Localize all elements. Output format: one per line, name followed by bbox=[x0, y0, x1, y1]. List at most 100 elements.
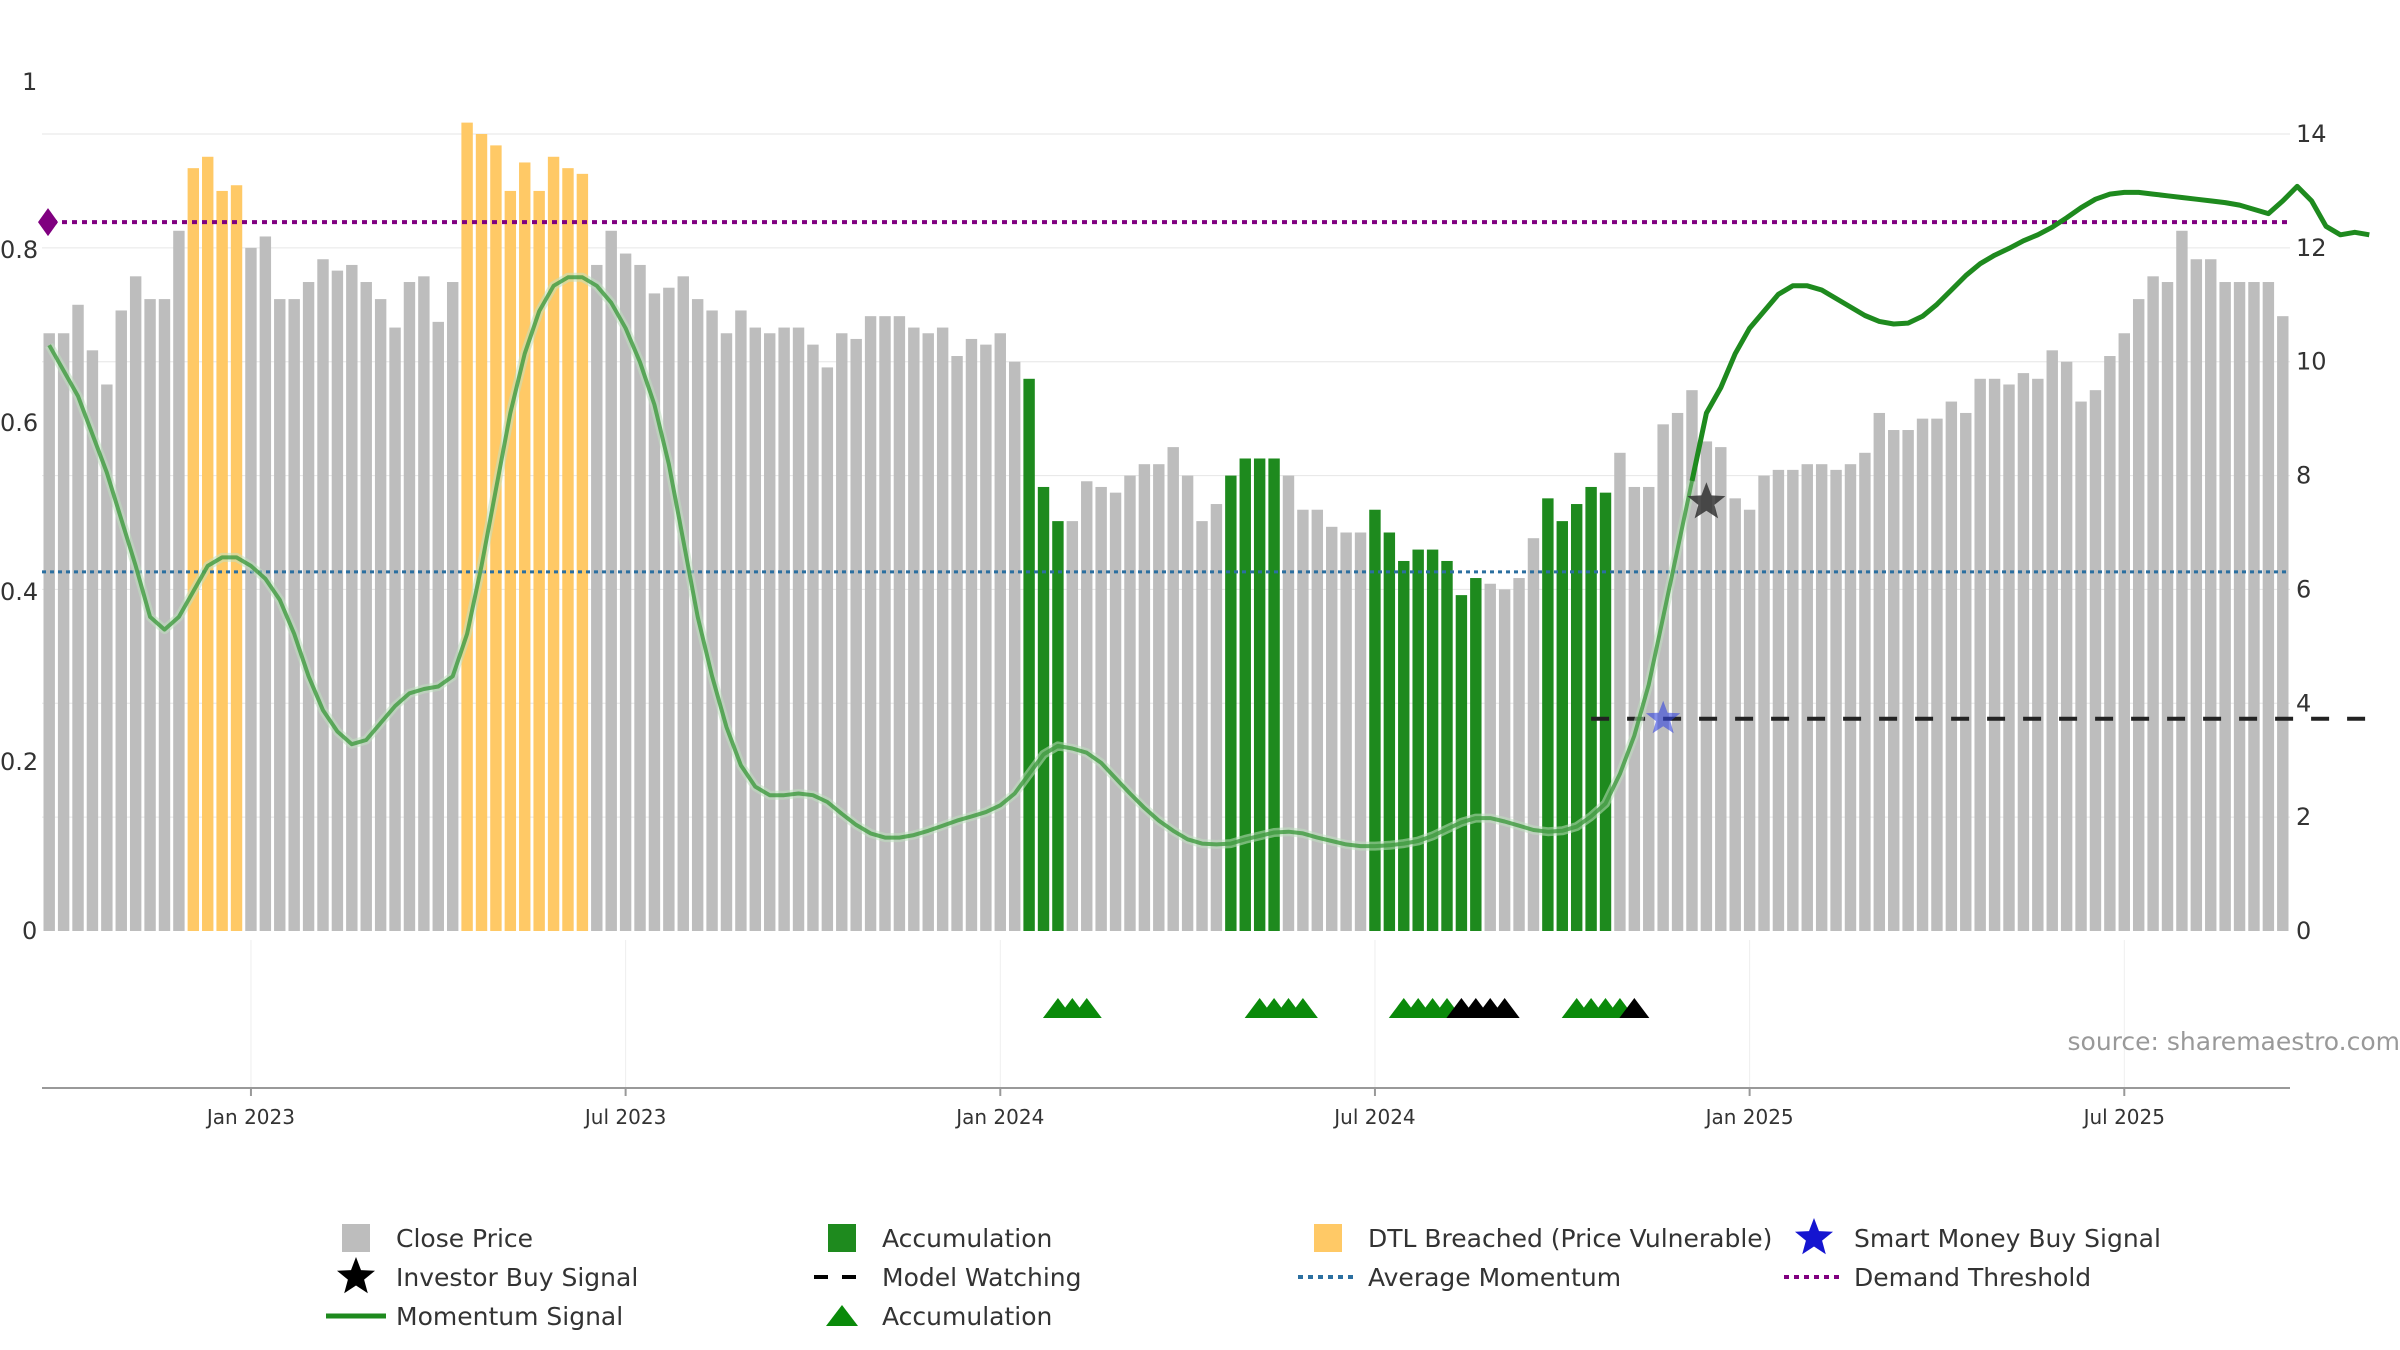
bar-close bbox=[1095, 486, 1107, 931]
legend-label: DTL Breached (Price Vulnerable) bbox=[1368, 1224, 1772, 1253]
bar-close bbox=[2089, 390, 2102, 931]
bar-close bbox=[1081, 481, 1093, 931]
bar-accumulation bbox=[1383, 532, 1396, 931]
bar-close bbox=[57, 333, 70, 931]
bar-dtl bbox=[475, 134, 488, 931]
bar-close bbox=[418, 276, 430, 932]
bar-close bbox=[1916, 418, 1929, 932]
bar-dtl bbox=[533, 190, 545, 931]
accumulation-triangles bbox=[1042, 998, 1650, 1018]
momentum-signal-line-early bbox=[47, 275, 1694, 849]
bar-close bbox=[158, 299, 171, 931]
bar-close bbox=[1715, 447, 1727, 931]
bar-close bbox=[43, 333, 55, 931]
legend-label: Accumulation bbox=[882, 1302, 1052, 1331]
bar-close bbox=[2219, 282, 2231, 931]
bar-close bbox=[2003, 384, 2015, 931]
bar-close bbox=[634, 264, 646, 932]
left-axis-tick: 0.2 bbox=[0, 748, 38, 776]
bar-close bbox=[2017, 373, 2030, 932]
bar-close bbox=[1873, 412, 1886, 931]
legend-marker-triangle bbox=[826, 1305, 858, 1326]
bar-accumulation bbox=[1441, 560, 1453, 931]
x-axis-tick-label: Jan 2025 bbox=[1704, 1105, 1794, 1129]
bar-close bbox=[1066, 521, 1079, 931]
bar-close bbox=[706, 310, 718, 931]
bar-close bbox=[1513, 578, 1525, 931]
bar-close bbox=[1671, 412, 1684, 931]
legend-label: Accumulation bbox=[882, 1224, 1052, 1253]
bar-close bbox=[965, 338, 978, 931]
bar-close bbox=[2277, 316, 2289, 932]
bar-close bbox=[2046, 350, 2058, 931]
bar-close bbox=[1614, 452, 1626, 931]
bar-close bbox=[1008, 361, 1021, 931]
bar-accumulation bbox=[1542, 498, 1554, 931]
bar-dtl bbox=[202, 156, 214, 931]
bar-dtl bbox=[576, 173, 589, 932]
bar-accumulation bbox=[1225, 475, 1237, 931]
bar-close bbox=[274, 299, 286, 931]
bar-close bbox=[389, 327, 401, 931]
bar-dtl bbox=[490, 145, 502, 931]
bar-dtl bbox=[562, 168, 574, 931]
bar-close bbox=[1311, 509, 1324, 931]
bar-close bbox=[115, 310, 127, 931]
bar-close bbox=[1758, 475, 1770, 931]
bar-close bbox=[936, 327, 949, 931]
bar-close bbox=[403, 282, 416, 931]
bar-close bbox=[1109, 492, 1122, 931]
right-axis-tick: 12 bbox=[2296, 234, 2327, 262]
bar-close bbox=[2205, 259, 2217, 931]
bar-close bbox=[1830, 469, 1842, 931]
legend-label: Momentum Signal bbox=[396, 1302, 623, 1331]
right-axis-tick: 10 bbox=[2296, 348, 2327, 376]
bar-accumulation bbox=[1599, 492, 1612, 931]
bar-close bbox=[129, 276, 142, 932]
bar-close bbox=[994, 333, 1006, 931]
bar-close bbox=[2262, 282, 2275, 931]
bar-close bbox=[1628, 486, 1641, 931]
bar-close bbox=[1196, 521, 1208, 931]
bar-close bbox=[2190, 259, 2203, 931]
bar-close bbox=[331, 270, 344, 932]
bar-close bbox=[1787, 469, 1799, 931]
bar-close bbox=[360, 282, 372, 931]
bar-close bbox=[1657, 424, 1669, 931]
bar-close bbox=[1354, 532, 1367, 931]
bar-close bbox=[1181, 475, 1194, 931]
bar-accumulation bbox=[1239, 458, 1251, 931]
bar-accumulation bbox=[1052, 521, 1064, 931]
bar-accumulation bbox=[1268, 458, 1280, 931]
bar-close bbox=[2248, 282, 2260, 931]
right-axis-tick: 0 bbox=[2296, 917, 2311, 945]
bar-close bbox=[2075, 401, 2087, 931]
bar-close bbox=[1282, 475, 1295, 931]
momentum-signal-line bbox=[1689, 183, 2370, 482]
investor-buy-signal-star bbox=[1687, 482, 1726, 519]
bar-close bbox=[1945, 401, 1958, 931]
bar-close bbox=[245, 247, 257, 931]
bar-accumulation bbox=[1023, 378, 1035, 931]
bar-close bbox=[792, 327, 805, 931]
bar-close bbox=[1297, 509, 1309, 931]
bar-close bbox=[2132, 299, 2145, 931]
bar-close bbox=[1124, 475, 1136, 931]
bar-close bbox=[302, 282, 315, 931]
bar-close bbox=[720, 333, 733, 931]
bar-close bbox=[922, 333, 934, 931]
bar-close bbox=[2147, 276, 2159, 932]
bar-close bbox=[72, 304, 84, 931]
legend-marker-square bbox=[828, 1224, 856, 1252]
bar-dtl bbox=[519, 162, 531, 931]
left-axis-tick: 1 bbox=[22, 68, 37, 96]
bar-close bbox=[1153, 464, 1165, 931]
x-axis-tick-label: Jul 2025 bbox=[2082, 1105, 2165, 1129]
bar-close bbox=[836, 333, 848, 931]
bar-accumulation bbox=[1470, 578, 1482, 931]
legend: Close Price Accumulation DTL Breached (Pri… bbox=[326, 1218, 2161, 1331]
bar-accumulation bbox=[1037, 486, 1050, 931]
bar-close bbox=[1484, 583, 1496, 931]
